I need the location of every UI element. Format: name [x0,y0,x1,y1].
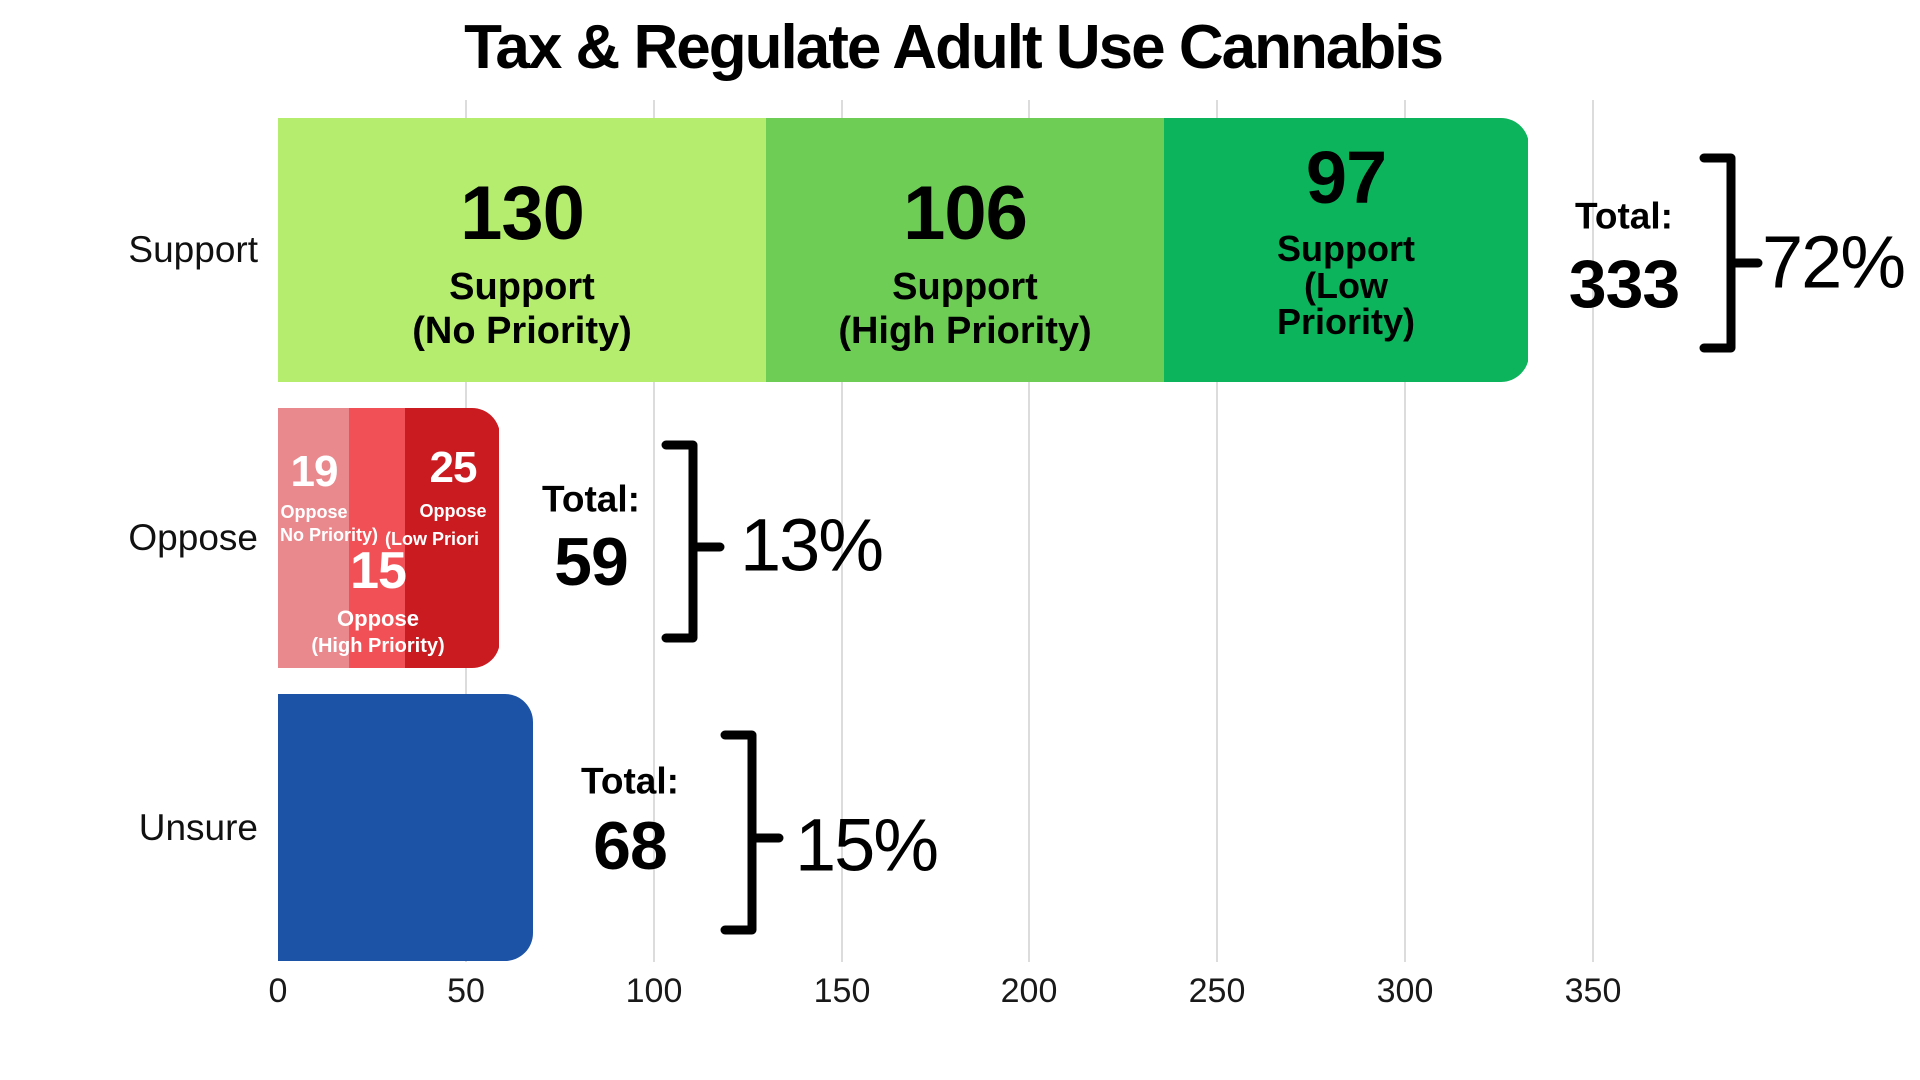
segment-support-low-priority [1164,118,1528,382]
total-value-oppose: 59 [554,524,629,600]
percent-label-oppose: 13% [740,503,884,587]
segment-value-oppose-high-priority: 15 [350,542,407,600]
x-tick-100: 100 [625,972,683,1010]
gridline-350 [1592,100,1594,962]
gridline-250 [1216,100,1218,962]
total-value-support: 333 [1568,246,1680,322]
segment-oppose-high-priority [349,408,405,668]
x-tick-0: 0 [268,972,288,1010]
segment-unsure [278,694,533,961]
segment-caption-support-no-priority-2: (No Priority) [412,310,632,352]
gridline-300 [1404,100,1406,962]
segment-caption-support-high-priority-1: Support [892,266,1038,308]
gridline-100 [653,100,655,962]
total-label-oppose: Total: [542,478,640,520]
total-label-support: Total: [1575,195,1673,237]
segment-caption-oppose-high-priority-2: (High Priority) [311,635,445,657]
x-tick-150: 150 [813,972,871,1010]
segment-caption-support-low-priority-2: (Low [1304,265,1388,306]
percent-label-unsure: 15% [795,803,939,887]
total-value-unsure: 68 [593,808,668,884]
segment-value-support-high-priority: 106 [903,171,1028,256]
gridline-150 [841,100,843,962]
segment-support-no-priority [278,118,766,382]
bar-oppose: 19 Oppose No Priority) 15 Oppose (High Priori… [278,408,500,668]
category-label-unsure: Unsure [138,806,258,848]
segment-value-support-no-priority: 130 [460,171,585,256]
segment-value-support-low-priority: 97 [1305,136,1387,219]
segment-caption-support-low-priority-3: Priority) [1276,301,1416,342]
percent-label-support: 72% [1762,220,1906,304]
segment-support-high-priority [766,118,1164,382]
segment-value-oppose-no-priority: 19 [290,447,339,496]
bar-support: 130 Support (No Priority) 106 Support (High P… [278,118,1529,382]
gridline-200 [1028,100,1030,962]
segment-caption-oppose-low-priority-2: (Low Priori [385,529,479,549]
x-tick-250: 250 [1188,972,1246,1010]
segment-caption-support-high-priority-2: (High Priority) [838,310,1092,352]
segment-caption-oppose-no-priority-1: Oppose [280,502,348,522]
segment-caption-oppose-no-priority-2: No Priority) [280,525,379,545]
x-tick-350: 350 [1564,972,1622,1010]
segment-oppose-no-priority [278,408,349,668]
segment-caption-support-no-priority-1: Support [449,266,595,308]
total-label-unsure: Total: [581,760,679,802]
segment-value-oppose-low-priority: 25 [429,443,478,492]
bar-unsure [278,694,533,961]
segment-caption-oppose-low-priority-1: Oppose [419,501,487,521]
segment-caption-oppose-high-priority-1: Oppose [337,606,419,631]
x-tick-200: 200 [1000,972,1058,1010]
category-label-oppose: Oppose [128,517,258,558]
chart-title: Tax & Regulate Adult Use Cannabis [464,13,1444,82]
x-tick-50: 50 [447,972,485,1010]
x-tick-300: 300 [1376,972,1434,1010]
segment-caption-support-low-priority-1: Support [1277,228,1415,269]
category-label-support: Support [128,229,258,270]
segment-oppose-low-priority [405,408,499,668]
